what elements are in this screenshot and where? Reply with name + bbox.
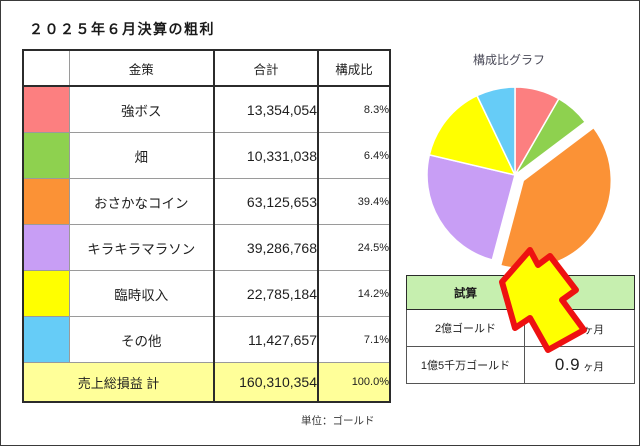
estimate-unit: ヶ月 (583, 324, 605, 336)
pie-slice (514, 97, 587, 176)
estimate-row-value: 1.2 ヶ月 (524, 309, 635, 347)
estimate-header-row: 試算 (406, 275, 635, 310)
row-total-value: 11,427,657 (213, 316, 319, 363)
composition-pie-chart (419, 79, 619, 271)
row-share-value: 7.1% (317, 316, 391, 363)
estimate-number: 0.9 (554, 355, 581, 374)
row-color-swatch (22, 270, 70, 317)
table-header-row: 金策 合計 構成比 (22, 49, 391, 87)
table-row: 強ボス 13,354,054 8.3% (22, 85, 391, 133)
pie-svg (426, 86, 613, 270)
total-label: 売上総損益 計 (22, 362, 215, 403)
row-category-name: キラキラマラソン (68, 224, 215, 271)
header-total: 合計 (213, 49, 319, 87)
estimate-row-value: 0.9 ヶ月 (524, 346, 635, 384)
estimate-row-label: 2億ゴールド (406, 309, 525, 347)
row-color-swatch (22, 85, 70, 133)
estimate-row-label: 1億5千万ゴールド (406, 346, 525, 384)
table-row: おさかなコイン 63,125,653 39.4% (22, 178, 391, 225)
row-category-name: おさかなコイン (68, 178, 215, 225)
pie-slice (475, 86, 516, 176)
row-color-swatch (22, 316, 70, 363)
pie-slice (428, 94, 517, 177)
row-category-name: 畑 (68, 132, 215, 179)
row-category-name: 臨時収入 (68, 270, 215, 317)
estimate-row: 2億ゴールド 1.2 ヶ月 (406, 309, 635, 347)
table-row: 畑 10,331,038 6.4% (22, 132, 391, 179)
gross-profit-table: 金策 合計 構成比 強ボス 13,354,054 8.3% 畑 10,331,038 6.… (22, 49, 391, 403)
row-color-swatch (22, 132, 70, 179)
row-share-value: 14.2% (317, 270, 391, 317)
row-category-name: 強ボス (68, 85, 215, 133)
estimate-table-body: 試算 2億ゴールド 1.2 ヶ月 1億5千万ゴールド 0.9 ヶ月 (406, 275, 635, 384)
estimate-header-value (524, 275, 635, 310)
estimate-number: 1.2 (554, 318, 581, 337)
row-share-value: 6.4% (317, 132, 391, 179)
table-row: 臨時収入 22,785,184 14.2% (22, 270, 391, 317)
header-share: 構成比 (317, 49, 391, 87)
row-share-value: 8.3% (317, 85, 391, 133)
unit-note: 単位：ゴールド (301, 415, 375, 427)
row-category-name: その他 (68, 316, 215, 363)
estimate-unit: ヶ月 (583, 361, 605, 373)
row-total-value: 39,286,768 (213, 224, 319, 271)
estimate-row: 1億5千万ゴールド 0.9 ヶ月 (406, 346, 635, 384)
row-color-swatch (22, 224, 70, 271)
table-row: その他 11,427,657 7.1% (22, 316, 391, 363)
pie-slice (426, 153, 516, 261)
row-total-value: 22,785,184 (213, 270, 319, 317)
estimate-table: 試算 2億ゴールド 1.2 ヶ月 1億5千万ゴールド 0.9 ヶ月 (406, 275, 635, 384)
row-total-value: 13,354,054 (213, 85, 319, 133)
row-total-value: 63,125,653 (213, 178, 319, 225)
row-total-value: 10,331,038 (213, 132, 319, 179)
chart-title: 構成比グラフ (472, 53, 545, 67)
header-swatch-cell (22, 49, 70, 87)
total-amount: 160,310,354 (213, 362, 319, 403)
estimate-header-label: 試算 (406, 275, 525, 310)
table-total-row: 売上総損益 計 160,310,354 100.0% (22, 362, 391, 403)
table-row: キラキラマラソン 39,286,768 24.5% (22, 224, 391, 271)
total-share: 100.0% (317, 362, 391, 403)
table-body: 強ボス 13,354,054 8.3% 畑 10,331,038 6.4% おさかなコイン 6… (22, 85, 391, 403)
header-name: 金策 (68, 49, 215, 87)
row-share-value: 24.5% (317, 224, 391, 271)
page-title: ２０２５年６月決算の粗利 (29, 21, 215, 37)
row-share-value: 39.4% (317, 178, 391, 225)
row-color-swatch (22, 178, 70, 225)
